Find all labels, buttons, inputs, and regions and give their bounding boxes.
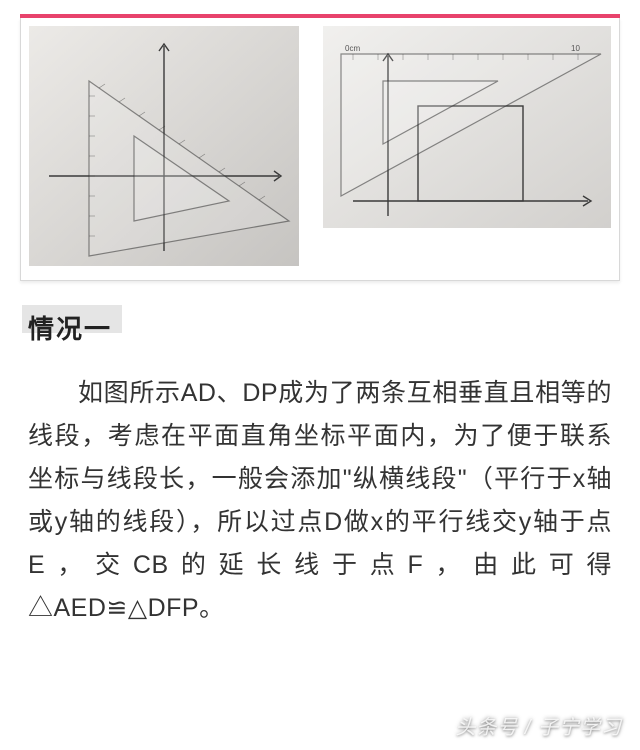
set-square-right-icon: 0cm 10: [323, 26, 611, 228]
figure-photo-left: [29, 26, 299, 266]
section-heading: 情况一: [28, 309, 112, 346]
body-paragraph: 如图所示AD、DP成为了两条互相垂直且相等的线段，考虑在平面直角坐标平面内，为了…: [28, 372, 612, 630]
figure-container: 0cm 10: [20, 18, 620, 281]
section-heading-text: 情况一: [28, 309, 112, 346]
svg-text:0cm: 0cm: [345, 44, 360, 53]
svg-text:10: 10: [571, 44, 580, 53]
figure-photo-right: 0cm 10: [323, 26, 611, 228]
set-square-left-icon: [29, 26, 299, 266]
